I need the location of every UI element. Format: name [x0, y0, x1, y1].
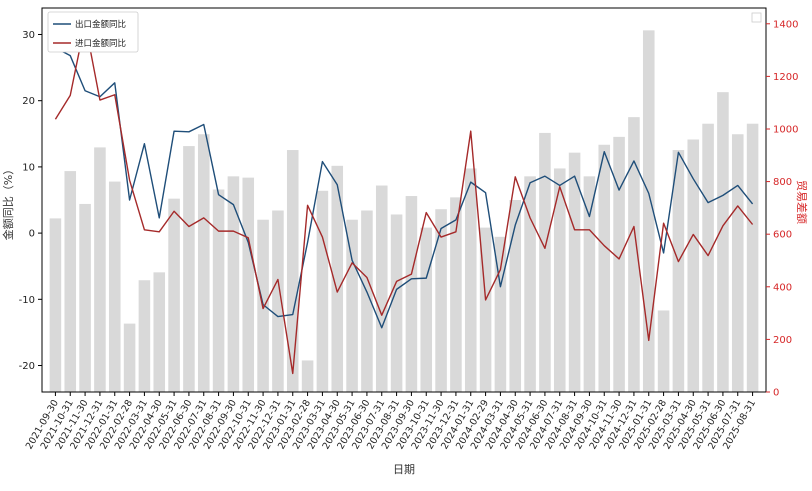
bar-trade-balance	[79, 203, 91, 392]
plot-frame	[41, 7, 767, 393]
line-import-yoy	[54, 21, 754, 375]
y-right-tick-label: 1200	[773, 72, 798, 83]
bar-trade-balance	[539, 132, 551, 392]
bar-trade-balance	[598, 144, 611, 392]
bar-trade-balance	[272, 210, 284, 392]
bar-trade-balance	[153, 272, 166, 392]
bar-trade-balance	[642, 30, 655, 393]
bar-trade-balance	[524, 176, 536, 392]
y-left-tick-label: 20	[22, 96, 35, 107]
y-left-tick-label: 10	[22, 162, 35, 173]
bar-trade-balance	[49, 218, 62, 392]
legend: 出口金额同比 进口金额同比	[47, 11, 139, 53]
right-legend-box	[751, 12, 762, 23]
legend-box	[47, 11, 139, 53]
y-left-tick-label: 30	[22, 30, 35, 41]
bar-trade-balance	[464, 168, 477, 392]
bar-trade-balance	[331, 165, 344, 392]
bar-trade-balance	[628, 117, 640, 393]
bar-trade-balance	[420, 227, 433, 392]
bar-trade-balance	[450, 197, 462, 392]
bar-trade-balance	[168, 198, 180, 392]
bar-trade-balance	[123, 323, 136, 392]
bar-trade-balance	[405, 196, 418, 392]
bar-trade-balance	[435, 209, 447, 392]
y-right-tick-label: 400	[773, 282, 792, 293]
bar-trade-balance	[746, 123, 759, 392]
bar-trade-balance	[717, 92, 729, 392]
y-left-tick-label: 0	[29, 229, 35, 240]
y-left-tick-label: -20	[19, 361, 35, 372]
bar-trade-balance	[301, 360, 314, 392]
bar-trade-balance	[702, 123, 714, 392]
bar-trade-balance	[183, 146, 195, 392]
bar-trade-balance	[108, 181, 121, 392]
lines-layer	[54, 21, 754, 375]
bar-trade-balance	[286, 150, 299, 392]
y-axis-right-label: 贸易差额	[795, 180, 809, 224]
y-right-tick-label: 1000	[773, 124, 798, 135]
bar-trade-balance	[138, 280, 151, 392]
bar-trade-balance	[613, 136, 625, 392]
bars-layer	[49, 30, 759, 393]
y-right-tick-label: 600	[773, 230, 792, 241]
y-right-tick-label: 200	[773, 335, 792, 346]
legend-label-export: 出口金额同比	[75, 19, 126, 30]
bar-trade-balance	[687, 139, 700, 392]
bar-trade-balance	[494, 236, 507, 392]
bar-trade-balance	[64, 171, 77, 392]
bar-trade-balance	[227, 176, 240, 392]
bar-trade-balance	[316, 190, 329, 392]
x-axis-label: 日期	[393, 463, 415, 476]
bar-trade-balance	[94, 147, 106, 392]
bar-trade-balance	[568, 152, 581, 392]
bar-trade-balance	[731, 134, 744, 392]
line-export-yoy	[55, 47, 754, 329]
bar-trade-balance	[509, 200, 522, 392]
y-right-tick-label: 1400	[773, 19, 798, 30]
bar-trade-balance	[553, 168, 566, 392]
bar-trade-balance	[479, 227, 492, 392]
bar-trade-balance	[583, 176, 596, 392]
bar-trade-balance	[361, 210, 373, 392]
bar-trade-balance	[657, 310, 670, 392]
bar-trade-balance	[242, 177, 255, 392]
y-right-tick-label: 800	[773, 177, 792, 188]
bar-trade-balance	[212, 189, 225, 392]
bar-trade-balance	[375, 185, 388, 392]
y-axis-left-label: 金额同比（%）	[1, 164, 15, 240]
bar-trade-balance	[346, 219, 358, 392]
y-left-tick-label: -10	[19, 295, 35, 306]
bar-trade-balance	[197, 134, 210, 392]
bar-trade-balance	[672, 150, 685, 392]
bar-trade-balance	[390, 214, 403, 392]
legend-label-import: 进口金额同比	[75, 38, 126, 49]
y-right-tick-label: 0	[773, 388, 779, 399]
